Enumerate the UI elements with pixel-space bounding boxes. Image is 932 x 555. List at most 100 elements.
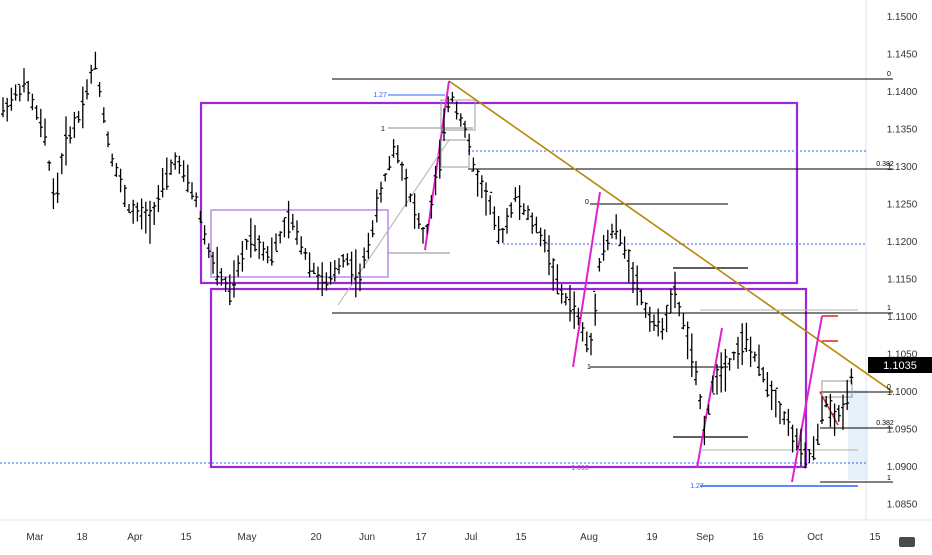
ohlc-bar <box>169 159 173 175</box>
y-tick-label: 1.1200 <box>887 237 918 248</box>
ohlc-bar <box>236 255 241 277</box>
ohlc-bar <box>492 206 497 230</box>
upper-range-box <box>199 101 799 285</box>
x-tick-label: 15 <box>515 532 527 543</box>
ohlc-bar <box>379 181 383 203</box>
ohlc-bar <box>610 223 614 239</box>
x-tick-label: 20 <box>310 532 322 543</box>
ohlc-bar <box>13 84 18 101</box>
ohlc-bar <box>593 290 598 326</box>
ohlc-bar <box>803 442 808 469</box>
ohlc-bar <box>143 201 148 234</box>
y-axis-ticks: 1.1500 1.1450 1.1400 1.1350 1.1300 1.1250 1.12… <box>887 12 918 511</box>
ohlc-bar <box>463 120 467 138</box>
ohlc-bar <box>320 262 325 297</box>
ohlc-bar <box>723 349 728 392</box>
ohlc-bar <box>677 301 682 317</box>
fib-label: 0.382 <box>876 420 894 427</box>
ohlc-bar <box>597 257 602 272</box>
ohlc-bar <box>442 108 446 141</box>
ohlc-bar <box>59 153 64 175</box>
ohlc-bar <box>337 258 341 275</box>
x-tick-label: 15 <box>180 532 192 543</box>
pink-impulse-4 <box>791 315 823 483</box>
ohlc-bar <box>211 251 215 274</box>
ohlc-bar <box>416 212 421 229</box>
ohlc-bar <box>668 288 673 314</box>
ohlc-bar <box>261 241 266 261</box>
fib-label: 0 <box>585 199 589 206</box>
ohlc-bar <box>5 97 10 122</box>
ohlc-bar <box>269 237 274 266</box>
ohlc-bar <box>572 291 577 329</box>
y-tick-label: 1.1150 <box>887 275 917 286</box>
ohlc-bar <box>790 424 795 453</box>
ohlc-bar <box>832 403 837 436</box>
x-tick-label: 19 <box>646 532 658 543</box>
y-tick-label: 1.1000 <box>887 387 918 398</box>
ohlc-bar <box>248 218 253 258</box>
ohlc-bar <box>51 178 56 210</box>
ohlc-bar <box>341 253 346 268</box>
ohlc-bar <box>232 260 236 298</box>
ohlc-bar <box>404 168 409 207</box>
ohlc-bar <box>160 167 165 198</box>
ohlc-bar <box>307 252 312 278</box>
pink-impulse-2 <box>572 191 601 368</box>
ohlc-bar <box>97 82 102 97</box>
ohlc-bar <box>278 231 283 244</box>
ohlc-bar <box>584 331 589 353</box>
ohlc-bar <box>135 202 140 222</box>
ohlc-bar <box>660 318 665 340</box>
fib-label: 1 <box>587 364 591 371</box>
y-tick-label: 1.1500 <box>887 12 918 23</box>
ohlc-bar <box>80 86 85 129</box>
small-box-oct <box>821 380 853 398</box>
ohlc-bar <box>433 165 438 196</box>
ohlc-bar <box>748 336 753 367</box>
y-tick-label: 1.0900 <box>887 462 918 473</box>
ohlc-bar <box>794 428 799 451</box>
ohlc-bar <box>345 253 350 266</box>
ohlc-bar <box>635 265 640 306</box>
ohlc-bar <box>68 126 73 144</box>
ohlc-bar <box>715 364 719 395</box>
ohlc-bar <box>773 387 778 418</box>
ohlc-bar <box>841 394 845 430</box>
ohlc-bar <box>387 156 392 171</box>
ohlc-bar <box>26 80 31 102</box>
ohlc-bar <box>425 223 430 234</box>
ohlc-bar <box>358 263 362 292</box>
ohlc-bar <box>118 168 123 193</box>
ohlc-bar <box>114 163 119 177</box>
ohlc-bar <box>353 249 358 298</box>
ohlc-bar <box>265 246 270 264</box>
ohlc-bar <box>736 336 740 369</box>
ohlc-bar <box>786 408 791 437</box>
current-price-label: 1.1035 <box>883 360 917 372</box>
ohlc-bar <box>383 173 388 182</box>
ohlc-bar <box>488 191 493 215</box>
ohlc-bar <box>622 236 627 259</box>
ohlc-bar <box>324 272 329 291</box>
ohlc-bar <box>412 193 417 229</box>
ohlc-bar <box>828 393 833 428</box>
ohlc-bar <box>702 415 707 446</box>
ohlc-bar <box>106 131 110 148</box>
ohlc-bar <box>698 394 703 410</box>
x-tick-label: May <box>238 532 257 543</box>
ohlc-bar <box>38 108 43 138</box>
ohlc-bar <box>122 184 127 208</box>
ohlc-bar <box>643 302 648 318</box>
fib-label: 1.27 <box>373 92 387 99</box>
ohlc-bar <box>9 87 14 111</box>
ohlc-bar <box>17 83 22 102</box>
ohlc-bar <box>685 321 690 360</box>
y-tick-label: 1.0950 <box>887 425 918 436</box>
ohlc-bar <box>530 212 535 234</box>
ohlc-bar <box>202 225 207 245</box>
ohlc-bar <box>647 306 652 332</box>
ohlc-bar <box>454 101 459 120</box>
ohlc-bar <box>370 220 375 238</box>
ohlc-bar <box>811 436 816 461</box>
